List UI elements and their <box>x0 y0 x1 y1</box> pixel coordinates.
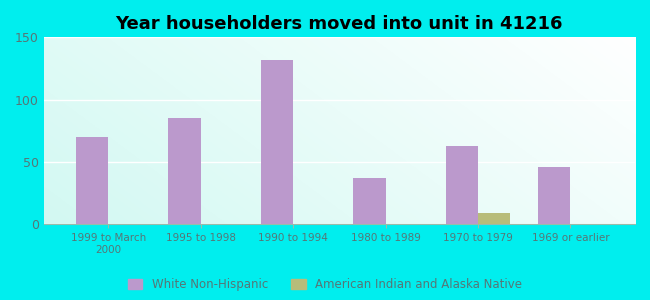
Bar <box>76 137 109 224</box>
Bar <box>538 167 570 224</box>
Legend: White Non-Hispanic, American Indian and Alaska Native: White Non-Hispanic, American Indian and … <box>128 278 522 291</box>
Bar <box>353 178 385 224</box>
Bar <box>261 60 293 224</box>
Bar <box>446 146 478 224</box>
Bar <box>168 118 201 224</box>
Title: Year householders moved into unit in 41216: Year householders moved into unit in 412… <box>116 15 563 33</box>
Bar <box>478 213 510 224</box>
